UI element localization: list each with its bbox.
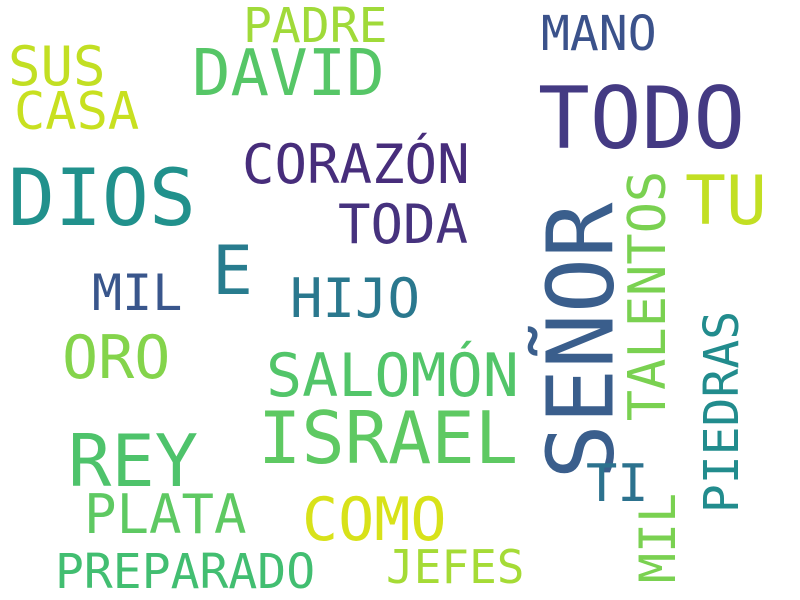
word-toda: TODA bbox=[338, 193, 469, 256]
word-senor: SEÑOR bbox=[527, 202, 635, 480]
word-preparado: PREPARADO bbox=[55, 544, 316, 600]
word-rey: REY bbox=[68, 419, 199, 503]
word-tu: TU bbox=[685, 162, 767, 241]
word-jefes: JEFES bbox=[386, 540, 525, 594]
word-padre: PADRE bbox=[243, 0, 388, 54]
word-sus: SUS bbox=[8, 35, 106, 98]
word-dios: DIOS bbox=[8, 154, 196, 244]
word-ti: TI bbox=[586, 454, 649, 514]
word-oro: ORO bbox=[62, 323, 171, 393]
word-talentos: TALENTOS bbox=[618, 170, 679, 422]
word-david: DAVID bbox=[192, 37, 385, 111]
word-casa: CASA bbox=[14, 82, 140, 142]
word-mil-horizontal: MIL bbox=[92, 264, 183, 322]
word-todo: TODO bbox=[538, 69, 746, 169]
word-israel: ISRAEL bbox=[258, 396, 519, 480]
word-plata: PLATA bbox=[84, 483, 247, 546]
word-e: E bbox=[212, 232, 253, 311]
word-piedras: PIEDRAS bbox=[694, 310, 751, 514]
word-corazon: CORAZÓN bbox=[242, 133, 470, 196]
word-como: COMO bbox=[302, 485, 447, 555]
word-mano: MANO bbox=[541, 6, 657, 62]
word-salomon: SALOMÓN bbox=[266, 341, 519, 411]
word-hijo: HIJO bbox=[290, 267, 421, 330]
